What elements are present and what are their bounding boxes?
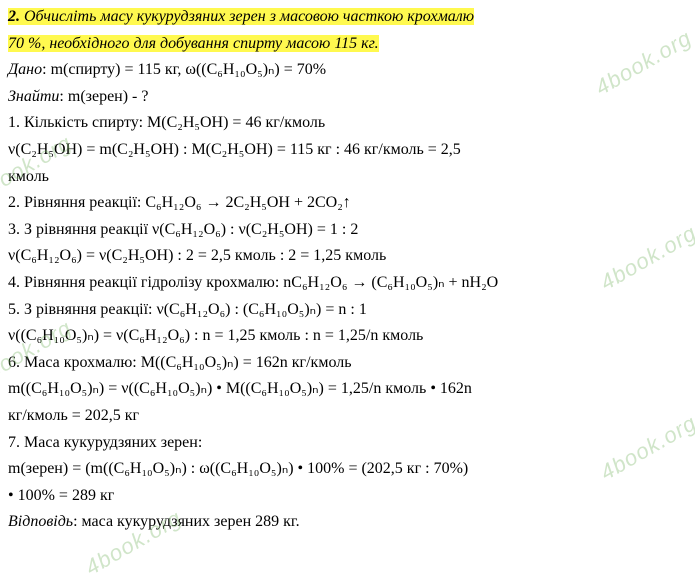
find-text: : m(зерен) - ?: [59, 88, 148, 105]
given-line: Дано: m(спирту) = 115 кг, ω((C₆H₁₀O₅)ₙ) …: [8, 57, 687, 83]
find-line: Знайти: m(зерен) - ?: [8, 84, 687, 110]
given-label: Дано: [8, 61, 42, 78]
given-text: : m(спирту) = 115 кг, ω((C₆H₁₀O₅)ₙ) = 70…: [42, 61, 326, 78]
problem-text-1: Обчисліть масу кукурудзяних зерен з масо…: [20, 8, 474, 25]
step-6-line-2: m((C₆H₁₀O₅)ₙ) = ν((C₆H₁₀O₅)ₙ) • M((C₆H₁₀…: [8, 376, 687, 402]
step-3-line-1: 3. З рівняння реакції ν(C₆H₁₂O₆) : ν(C₂H…: [8, 217, 687, 243]
answer-line: Відповідь: маса кукурудзяних зерен 289 к…: [8, 509, 687, 535]
problem-text-2: 70 %, необхідного для добування спирту м…: [8, 35, 379, 52]
problem-number: 2.: [8, 8, 20, 25]
problem-statement-2: 70 %, необхідного для добування спирту м…: [8, 31, 687, 57]
step-4: 4. Рівняння реакції гідролізу крохмалю: …: [8, 270, 687, 296]
answer-text: : маса кукурудзяних зерен 289 кг.: [73, 513, 300, 530]
step-7-line-3: • 100% = 289 кг: [8, 483, 687, 509]
step-3-line-2: ν(C₆H₁₂O₆) = ν(C₂H₅OH) : 2 = 2,5 кмоль :…: [8, 243, 687, 269]
step-6-line-3: кг/кмоль = 202,5 кг: [8, 403, 687, 429]
step-2: 2. Рівняння реакції: C₆H₁₂O₆ → 2C₂H₅OH +…: [8, 190, 687, 216]
step-6-line-1: 6. Маса крохмалю: M((C₆H₁₀O₅)ₙ) = 162n к…: [8, 350, 687, 376]
step-5-line-2: ν((C₆H₁₀O₅)ₙ) = ν(C₆H₁₂O₆) : n = 1,25 км…: [8, 323, 687, 349]
step-5-line-1: 5. З рівняння реакції: ν(C₆H₁₂O₆) : (C₆H…: [8, 297, 687, 323]
step-1-line-3: кмоль: [8, 164, 687, 190]
step-1-line-1: 1. Кількість спирту: M(C₂H₅OH) = 46 кг/к…: [8, 110, 687, 136]
step-1-line-2: ν(C₂H₅OH) = m(C₂H₅OH) : M(C₂H₅OH) = 115 …: [8, 137, 687, 163]
step-7-line-1: 7. Маса кукурудзяних зерен:: [8, 430, 687, 456]
problem-statement: 2. Обчисліть масу кукурудзяних зерен з м…: [8, 4, 687, 30]
step-7-line-2: m(зерен) = (m((C₆H₁₀O₅)ₙ) : ω((C₆H₁₀O₅)ₙ…: [8, 456, 687, 482]
find-label: Знайти: [8, 88, 59, 105]
answer-label: Відповідь: [8, 513, 73, 530]
